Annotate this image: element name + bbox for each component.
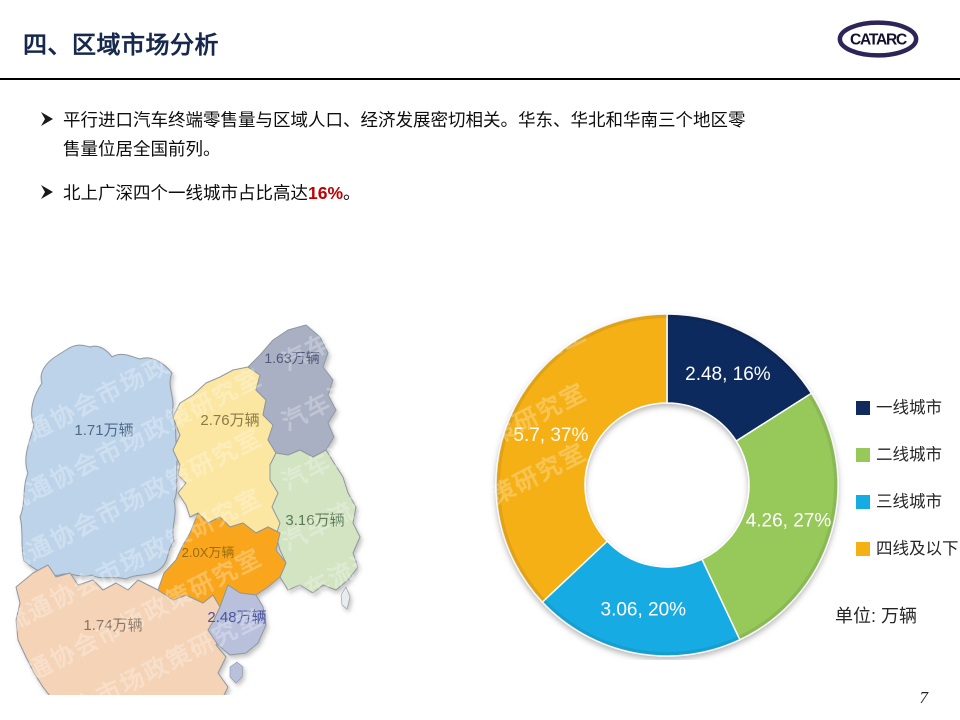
svg-text:三线城市: 三线城市	[876, 492, 942, 511]
svg-text:1.71万辆: 1.71万辆	[74, 422, 133, 439]
svg-text:2.48, 16%: 2.48, 16%	[685, 364, 771, 385]
svg-text:2.48万辆: 2.48万辆	[207, 609, 266, 626]
svg-text:四线及以下: 四线及以下	[876, 539, 959, 558]
svg-text:1.63万辆: 1.63万辆	[264, 350, 319, 366]
svg-text:2.0X万辆: 2.0X万辆	[182, 545, 235, 560]
svg-text:3.16万辆: 3.16万辆	[285, 512, 344, 529]
svg-text:1.74万辆: 1.74万辆	[83, 617, 142, 634]
svg-text:3.06, 20%: 3.06, 20%	[601, 599, 687, 620]
svg-text:2.76万辆: 2.76万辆	[200, 412, 259, 429]
svg-text:4.26, 27%: 4.26, 27%	[746, 510, 832, 531]
svg-text:一线城市: 一线城市	[876, 398, 942, 417]
svg-text:5.7, 37%: 5.7, 37%	[513, 425, 588, 446]
svg-text:CATARC: CATARC	[850, 32, 907, 49]
svg-text:单位: 万辆: 单位: 万辆	[835, 606, 917, 626]
svg-text:二线城市: 二线城市	[876, 445, 942, 464]
